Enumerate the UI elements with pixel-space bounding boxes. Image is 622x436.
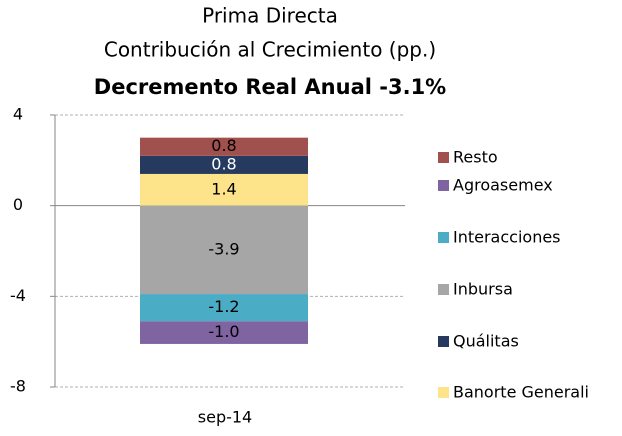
- legend-swatch: [438, 387, 449, 398]
- bar-segment: [140, 294, 308, 322]
- data-label: -3.9: [208, 239, 239, 258]
- legend-label: Agroasemex: [453, 176, 553, 195]
- legend-swatch: [438, 336, 449, 347]
- legend-label: Quálitas: [453, 332, 519, 351]
- chart-title: Prima Directa: [202, 4, 338, 28]
- legend-label: Inbursa: [453, 280, 513, 299]
- legend-swatch: [438, 284, 449, 295]
- data-label: -1.2: [208, 297, 239, 316]
- data-label: 1.4: [211, 179, 236, 198]
- y-tick-label: -4: [10, 286, 26, 305]
- data-label: 0.8: [211, 154, 236, 173]
- legend-label: Resto: [453, 148, 498, 167]
- chart-subtitle: Contribución al Crecimiento (pp.): [104, 38, 436, 62]
- bar-segment: [140, 205, 308, 295]
- legend-label: Interacciones: [453, 228, 561, 247]
- data-label: 0.8: [211, 136, 236, 155]
- legend-swatch: [438, 180, 449, 191]
- legend-label: Banorte Generali: [453, 383, 589, 402]
- bar-segment: [140, 155, 308, 174]
- bar-segment: [140, 137, 308, 156]
- bar-segment: [140, 321, 308, 344]
- y-tick-label: 0: [13, 195, 23, 214]
- chart-subtitle-bold: Decremento Real Anual -3.1%: [94, 75, 446, 99]
- data-label: -1.0: [208, 322, 239, 341]
- bar-segment: [140, 173, 308, 206]
- legend-swatch: [438, 232, 449, 243]
- legend-swatch: [438, 152, 449, 163]
- y-tick-label: -8: [10, 377, 26, 396]
- y-tick-label: 4: [13, 105, 23, 124]
- x-tick-label: sep-14: [198, 408, 252, 427]
